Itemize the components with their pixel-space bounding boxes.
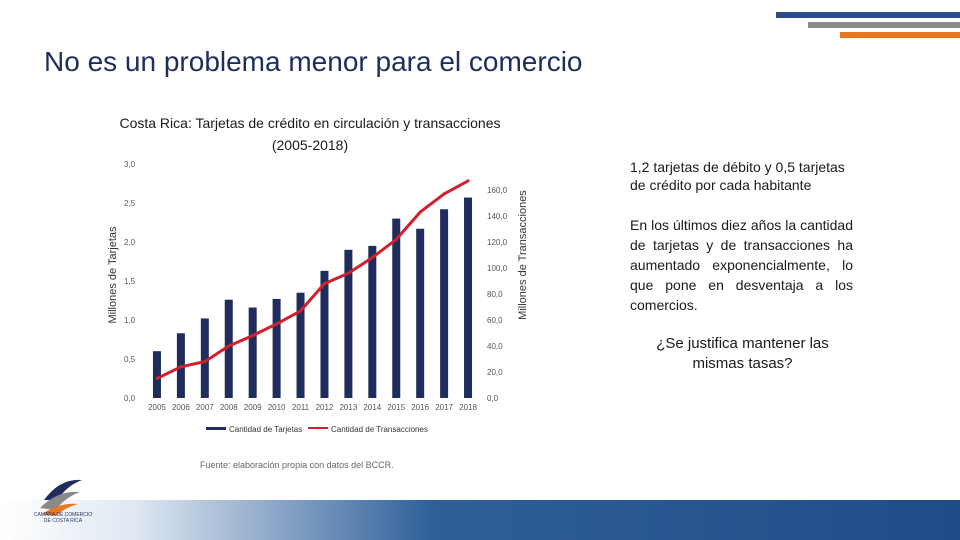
y-tick-label: 2,0 (124, 238, 136, 247)
y2-tick-label: 100,0 (487, 264, 508, 273)
point-transacciones (346, 271, 350, 275)
point-transacciones (203, 360, 207, 364)
x-tick-label: 2006 (172, 403, 190, 412)
x-tick-label: 2011 (292, 403, 310, 412)
note-growth: En los últimos diez años la cantidad de … (630, 217, 853, 313)
point-transacciones (227, 344, 231, 348)
x-tick-label: 2008 (220, 403, 238, 412)
y2-axis-title: Millones de Transacciones (517, 190, 529, 320)
bar-tarjetas (152, 351, 161, 398)
bar-tarjetas (416, 228, 425, 398)
note-cards-per-inhabitant: 1,2 tarjetas de débito y 0,5 tarjetas de… (630, 159, 845, 193)
point-transacciones (275, 322, 279, 326)
legend-label-tarjetas: Cantidad de Tarjetas (229, 425, 302, 434)
y2-tick-label: 20,0 (487, 368, 503, 377)
accent-bar-navy (776, 12, 960, 18)
bar-tarjetas (296, 292, 305, 398)
x-tick-label: 2010 (268, 403, 286, 412)
bar-tarjetas (440, 209, 449, 398)
bar-tarjetas (392, 218, 401, 398)
bar-tarjetas (368, 245, 377, 398)
y-tick-label: 1,5 (124, 277, 136, 286)
point-transacciones (251, 334, 255, 338)
bar-tarjetas (224, 299, 233, 398)
y-tick-label: 1,0 (124, 316, 136, 325)
x-tick-label: 2018 (459, 403, 477, 412)
question-text: ¿Se justifica mantener las mismas tasas? (656, 335, 829, 372)
footer-band (0, 500, 960, 540)
bar-tarjetas (464, 197, 473, 398)
point-transacciones (155, 377, 159, 380)
y2-tick-label: 160,0 (487, 186, 508, 195)
accent-bar-gray (808, 22, 960, 28)
point-transacciones (466, 179, 470, 183)
y-tick-label: 3,0 (124, 160, 136, 169)
legend-label-transacciones: Cantidad de Transacciones (331, 425, 428, 434)
chart-title: Costa Rica: Tarjetas de crédito en circu… (100, 112, 520, 156)
bar-tarjetas (248, 307, 257, 398)
x-tick-label: 2017 (435, 403, 453, 412)
x-tick-label: 2009 (244, 403, 262, 412)
y2-tick-label: 60,0 (487, 316, 503, 325)
x-tick-label: 2014 (363, 403, 381, 412)
point-transacciones (299, 309, 303, 313)
page-title: No es un problema menor para el comercio (44, 46, 583, 77)
x-tick-label: 2007 (196, 403, 214, 412)
bar-tarjetas (272, 298, 281, 398)
y-axis-title: Millones de Tarjetas (107, 226, 119, 324)
bar-tarjetas (344, 249, 353, 398)
legend-swatch-tarjetas (206, 427, 226, 430)
accent-bar-orange (840, 32, 960, 38)
y-tick-label: 0,0 (124, 394, 136, 403)
x-tick-label: 2012 (316, 403, 334, 412)
y2-tick-label: 0,0 (487, 394, 499, 403)
y-tick-label: 0,5 (124, 355, 136, 364)
x-tick-label: 2015 (387, 403, 405, 412)
x-tick-label: 2005 (148, 403, 166, 412)
y-tick-label: 2,5 (124, 199, 136, 208)
y2-tick-label: 140,0 (487, 212, 508, 221)
y2-tick-label: 40,0 (487, 342, 503, 351)
y2-tick-label: 120,0 (487, 238, 508, 247)
camara-comercio-logo (40, 479, 82, 516)
point-transacciones (179, 365, 183, 369)
chart-title-line2: (2005-2018) (271, 137, 349, 153)
y2-tick-label: 80,0 (487, 290, 503, 299)
point-transacciones (418, 210, 422, 214)
bar-tarjetas (200, 318, 209, 398)
x-tick-label: 2016 (411, 403, 429, 412)
point-transacciones (442, 192, 446, 196)
logo-text: CAMARA DE COMERCIO DE COSTA RICA (33, 512, 93, 524)
point-transacciones (322, 282, 326, 286)
point-transacciones (370, 256, 374, 260)
line-transacciones (156, 179, 469, 380)
chart-source: Fuente: elaboración propia con datos del… (200, 460, 394, 470)
point-transacciones (394, 237, 398, 241)
bar-tarjetas (320, 270, 329, 398)
chart-title-line1: Costa Rica: Tarjetas de crédito en circu… (119, 115, 501, 131)
x-tick-label: 2013 (339, 403, 357, 412)
